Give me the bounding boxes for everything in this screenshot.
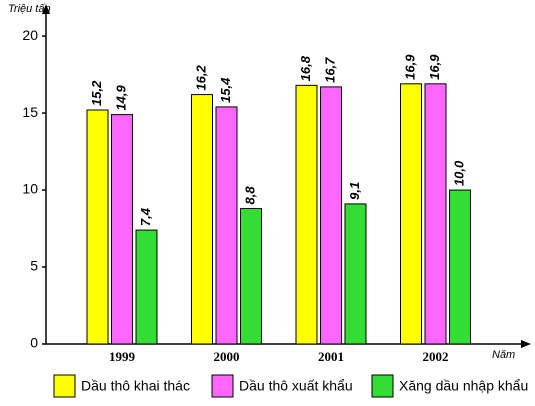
bar	[240, 208, 262, 345]
y-tick-label: 20	[22, 27, 38, 43]
legend-label: Dầu thô khai thác	[81, 378, 190, 394]
bar	[449, 189, 471, 345]
y-tick-label: 0	[30, 335, 38, 351]
x-tick-label: 2000	[214, 349, 240, 364]
value-label: 16,9	[402, 54, 417, 80]
y-axis-label: Triệu tấn	[8, 3, 51, 15]
bar	[400, 83, 422, 345]
value-label: 9,1	[347, 182, 362, 200]
bar	[344, 203, 367, 345]
value-label: 16,7	[322, 57, 337, 83]
y-tick-label: 10	[22, 181, 38, 197]
value-label: 15,4	[218, 77, 233, 103]
legend-label: Dầu thô xuất khẩu	[239, 378, 353, 394]
value-label: 10,0	[451, 160, 466, 186]
bar	[86, 109, 109, 345]
bar	[295, 84, 318, 345]
value-label: 16,2	[193, 65, 208, 91]
value-label: 14,9	[113, 85, 128, 111]
x-axis-label: Năm	[492, 349, 515, 361]
y-tick-label: 15	[22, 104, 38, 120]
legend-swatch	[53, 374, 76, 398]
legend-swatch	[211, 374, 234, 398]
x-tick-label: 1999	[109, 349, 136, 364]
value-label: 16,9	[427, 54, 442, 80]
bar	[135, 229, 158, 345]
y-tick-label: 5	[30, 258, 38, 274]
x-tick-label: 2002	[423, 349, 449, 364]
value-label: 15,2	[89, 80, 104, 106]
x-tick-label: 2001	[318, 349, 344, 364]
bar	[320, 86, 342, 345]
y-axis-arrow	[42, 4, 50, 14]
legend-swatch	[371, 374, 394, 398]
bar	[424, 83, 447, 345]
legend-label: Xăng dầu nhập khẩu	[399, 378, 528, 394]
value-label: 8,8	[242, 186, 257, 205]
value-label: 7,4	[138, 207, 153, 226]
bar	[191, 94, 213, 345]
bar	[215, 106, 238, 345]
bar	[111, 114, 133, 345]
value-label: 16,8	[298, 55, 313, 81]
x-axis-arrow	[521, 340, 531, 348]
